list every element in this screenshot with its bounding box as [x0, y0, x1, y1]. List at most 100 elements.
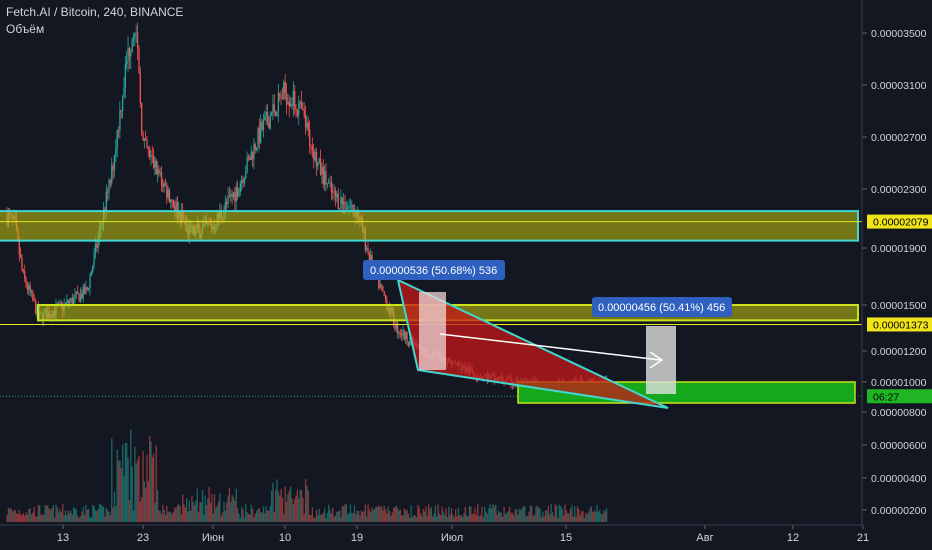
volume-bar — [224, 510, 227, 522]
candle-body — [85, 287, 87, 294]
volume-bar — [582, 511, 584, 522]
candle-body — [307, 122, 309, 130]
volume-indicator-label[interactable]: Объём — [6, 22, 45, 36]
volume-bar — [156, 490, 159, 522]
volume-bar — [332, 507, 334, 522]
volume-bar — [500, 512, 502, 522]
candle-body — [321, 166, 323, 175]
volume-bar — [154, 502, 156, 522]
volume-bar — [538, 508, 540, 522]
volume-bar — [213, 494, 216, 522]
volume-bar — [36, 515, 38, 522]
candle-body — [343, 202, 345, 205]
candle-body — [230, 194, 232, 196]
volume-bar — [419, 513, 422, 522]
volume-bar — [260, 512, 262, 522]
volume-bar — [495, 504, 497, 522]
candle-body — [304, 116, 307, 128]
candle-body — [398, 333, 400, 334]
y-tick-label: 0.00003100 — [871, 80, 927, 92]
candle-body — [75, 291, 78, 295]
candle-body — [326, 183, 329, 185]
volume-bar — [330, 513, 333, 522]
candle-body — [319, 158, 322, 175]
volume-bar — [90, 517, 93, 522]
volume-bar — [564, 504, 566, 522]
candle-body — [325, 170, 327, 185]
candle-body — [295, 108, 297, 111]
volume-bar — [463, 513, 465, 522]
candle-body — [60, 302, 63, 305]
volume-bar — [599, 509, 601, 522]
volume-bar — [429, 509, 431, 522]
volume-bar — [388, 511, 391, 522]
candle-body — [82, 286, 84, 299]
volume-bar — [440, 515, 442, 522]
candle-body — [251, 152, 254, 160]
candle-body — [29, 285, 31, 293]
candle-body — [74, 294, 76, 298]
candle-body — [276, 111, 278, 117]
volume-bar — [397, 508, 399, 522]
candle-body — [256, 147, 258, 150]
volume-bar — [155, 444, 157, 522]
volume-bar — [131, 466, 133, 522]
volume-bar — [472, 513, 475, 522]
candle-body — [269, 115, 271, 129]
candle-body — [367, 248, 369, 254]
volume-bar — [407, 513, 410, 522]
volume-bar — [268, 510, 270, 522]
y-tick-label: 0.00000600 — [871, 440, 927, 452]
volume-bar — [583, 517, 586, 522]
candle-body — [86, 287, 88, 290]
volume-bar — [41, 514, 44, 522]
candle-body — [366, 248, 368, 250]
volume-bar — [557, 517, 559, 522]
x-tick-label: 23 — [137, 532, 149, 544]
candle-body — [313, 150, 315, 161]
y-tick-label: 0.00001200 — [871, 346, 927, 358]
candle-body — [141, 103, 143, 133]
volume-bar — [83, 514, 86, 522]
volume-bar — [362, 511, 364, 522]
volume-bar — [352, 513, 354, 522]
candle-body — [322, 166, 324, 185]
volume-bar — [525, 515, 527, 522]
volume-bar — [592, 511, 594, 522]
x-tick-label: 15 — [560, 532, 572, 544]
volume-bar — [390, 515, 392, 522]
candle-body — [24, 271, 26, 279]
volume-bar — [176, 505, 179, 522]
volume-bar — [164, 515, 167, 522]
candle-body — [239, 183, 241, 193]
volume-bar — [586, 514, 588, 522]
volume-bar — [372, 510, 375, 522]
volume-bar — [49, 510, 52, 522]
volume-bar — [243, 517, 246, 522]
volume-bars — [6, 429, 608, 522]
candle-body — [138, 47, 140, 74]
candle-body — [379, 284, 381, 288]
candle-body — [228, 195, 231, 197]
volume-bar — [402, 515, 404, 522]
volume-bar — [426, 515, 428, 522]
volume-bar — [96, 511, 98, 522]
volume-bar — [287, 494, 289, 522]
candle-body — [288, 101, 290, 107]
volume-bar — [45, 505, 48, 522]
price-tag — [867, 389, 932, 404]
y-tick-label: 0.00000400 — [871, 473, 927, 485]
volume-bar — [235, 488, 237, 522]
candle-body — [168, 189, 171, 203]
volume-bar — [315, 509, 318, 522]
candle-body — [120, 110, 122, 112]
candle-body — [94, 244, 97, 254]
volume-bar — [32, 512, 34, 522]
volume-bar — [313, 517, 315, 522]
candle-body — [302, 108, 304, 110]
volume-bar — [284, 486, 286, 522]
volume-bar — [178, 504, 180, 522]
volume-bar — [109, 514, 112, 522]
volume-bar — [145, 487, 147, 522]
